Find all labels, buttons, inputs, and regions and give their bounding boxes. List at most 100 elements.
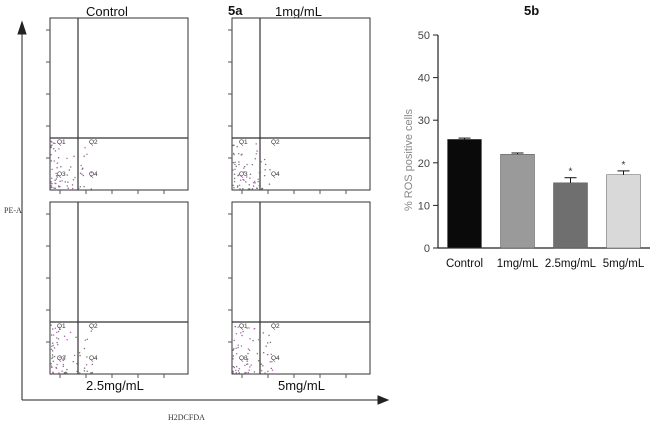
event-dot: [81, 173, 83, 176]
event-dot: [51, 350, 54, 352]
event-dot: [56, 167, 58, 169]
event-dot: [66, 185, 68, 187]
event-dot: [91, 363, 94, 366]
plot-title-5mg: 5mg/mL: [278, 378, 325, 393]
event-dot: [243, 171, 245, 173]
event-dot: [50, 348, 53, 351]
cyto-plot-2: Q1 Q2 Q3 Q4: [46, 201, 189, 378]
event-dot: [50, 334, 53, 336]
event-dot: [56, 331, 58, 334]
event-dot: [53, 160, 56, 162]
event-dot: [232, 184, 235, 187]
quadrant-label: Q2: [89, 323, 98, 330]
event-dot: [258, 172, 261, 174]
event-dot: [251, 163, 254, 166]
event-dot: [248, 188, 251, 190]
quadrant-label: Q3: [57, 171, 66, 178]
event-dot: [232, 169, 234, 171]
x-axis-label-h2dcfda: H2DCFDA: [168, 413, 205, 422]
event-dot: [255, 187, 258, 189]
event-dot: [257, 180, 260, 183]
event-dot: [61, 370, 63, 372]
quadrant-label: Q4: [271, 355, 280, 362]
event-dot: [69, 331, 72, 334]
event-dot: [51, 186, 53, 189]
event-dot: [268, 183, 271, 185]
event-dot: [58, 372, 60, 374]
event-dot: [57, 174, 59, 176]
event-dot: [50, 363, 52, 365]
event-dot: [235, 353, 238, 355]
event-dot: [55, 174, 58, 177]
event-dot: [69, 166, 72, 168]
event-dot: [71, 187, 74, 190]
event-dot: [77, 187, 80, 190]
event-dot: [245, 176, 248, 178]
flow-cytometry-plots: Q1Q2Q3Q4Q1Q2Q3Q4Q1Q2Q3Q4Q1Q2Q3Q4: [17, 17, 390, 405]
event-dot: [51, 141, 53, 143]
event-dot: [267, 370, 269, 373]
event-dot: [264, 372, 266, 374]
event-dot: [56, 343, 59, 346]
event-dot: [55, 337, 58, 339]
significance-mark: *: [622, 160, 626, 171]
event-dot: [235, 165, 238, 168]
event-dot: [51, 345, 53, 347]
quadrant-label: Q3: [239, 171, 248, 178]
quadrant-label: Q3: [57, 355, 66, 362]
event-dot: [262, 332, 265, 334]
quadrant-label: Q1: [239, 323, 248, 330]
event-dot: [62, 357, 65, 359]
quadrant-label: Q1: [57, 323, 66, 330]
event-dot: [248, 349, 251, 352]
event-dot: [79, 172, 82, 175]
y-tick-label: 40: [418, 73, 430, 85]
event-dot: [271, 360, 273, 363]
event-dot: [56, 176, 59, 178]
event-dot: [260, 363, 263, 365]
quadrant-label: Q4: [89, 355, 98, 362]
event-dot: [84, 339, 87, 341]
quadrant-label: Q2: [271, 323, 280, 330]
event-dot: [51, 182, 53, 185]
event-dot: [58, 328, 61, 331]
event-dot: [240, 331, 242, 334]
quadrant-label: Q1: [239, 139, 248, 146]
event-dot: [269, 361, 271, 363]
bar-2: [553, 182, 588, 249]
event-dot: [52, 371, 54, 374]
cyto-plot-1: Q1 Q2 Q3 Q4: [228, 17, 371, 194]
event-dot: [62, 359, 65, 362]
event-dot: [83, 155, 85, 157]
y-tick-label: 30: [418, 115, 430, 127]
event-dot: [50, 153, 52, 156]
event-dot: [232, 370, 234, 373]
event-dot: [51, 177, 53, 180]
quadrant-label: Q2: [271, 139, 280, 146]
event-dot: [56, 162, 59, 164]
event-dot: [78, 372, 81, 374]
event-dot: [241, 334, 243, 337]
event-dot: [245, 371, 247, 374]
event-dot: [82, 167, 84, 169]
event-dot: [264, 168, 266, 171]
event-dot: [242, 330, 244, 333]
event-dot: [243, 165, 246, 168]
event-dot: [83, 369, 86, 372]
event-dot: [239, 188, 241, 190]
plot-frame: [231, 201, 371, 375]
event-dot: [248, 183, 251, 186]
event-dot: [53, 187, 55, 189]
x-tick-label: Control: [446, 258, 483, 270]
event-dot: [256, 150, 258, 152]
event-dot: [56, 363, 58, 366]
event-dot: [62, 365, 65, 368]
event-dot: [270, 353, 272, 356]
event-dot: [52, 148, 55, 150]
event-dot: [66, 339, 68, 341]
outer-axes: [17, 20, 390, 405]
event-dot: [75, 336, 77, 338]
event-dot: [233, 180, 236, 183]
event-dot: [235, 365, 238, 368]
event-dot: [83, 347, 86, 350]
